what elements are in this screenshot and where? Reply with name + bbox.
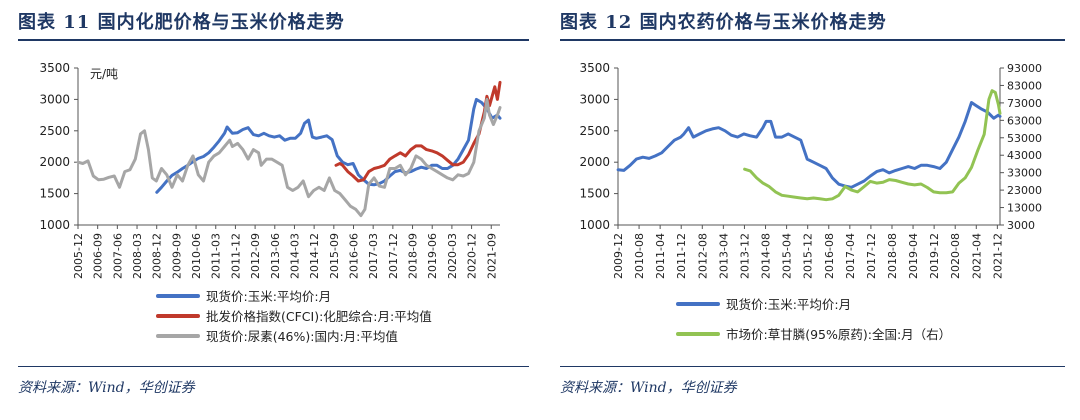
y-tick-label: 3500 [579, 61, 610, 75]
x-tick-label: 2013-06 [269, 233, 282, 279]
x-tick-label: 2013-12 [738, 233, 751, 279]
x-tick-label: 2012-09 [249, 233, 262, 279]
y-tick-label: 3000 [579, 92, 610, 106]
legend-chart-11: 现货价:玉米:平均价:月 批发价格指数(CFCI):化肥综合:月:平均值 现货价… [156, 286, 536, 350]
figure-12-source-rule [560, 366, 1065, 367]
legend-label-corn-2: 现货价:玉米:平均价:月 [726, 297, 852, 312]
x-tick-label: 2019-04 [907, 233, 920, 279]
x-tick-label: 2018-09 [407, 233, 420, 279]
x-tick-label: 2020-12 [466, 233, 479, 279]
legend-chart-12: 现货价:玉米:平均价:月 市场价:草甘膦(95%原药):全国:月（右） [676, 294, 1066, 344]
legend-label-glyphosate: 市场价:草甘膦(95%原药):全国:月（右） [726, 327, 952, 342]
y-tick-label: 1000 [39, 218, 70, 232]
x-tick-label: 2014-12 [308, 233, 321, 279]
x-tick-label: 2010-08 [633, 233, 646, 279]
x-tick-label: 2008-03 [131, 233, 144, 279]
x-tick-label: 2009-12 [612, 233, 625, 279]
x-tick-label: 2019-06 [426, 233, 439, 279]
x-tick-label: 2017-12 [865, 233, 878, 279]
y-tick-label: 3000 [39, 92, 70, 106]
legend-item-corn: 现货价:玉米:平均价:月 [156, 286, 331, 305]
series-line-0 [155, 97, 502, 194]
x-tick-label: 2011-12 [229, 233, 242, 279]
y-tick-label: 1500 [579, 187, 610, 201]
x-tick-label: 2010-06 [190, 233, 203, 279]
x-tick-label: 2016-08 [823, 233, 836, 279]
series-line-1 [743, 89, 1002, 202]
legend-label-fertilizer-index: 批发价格指数(CFCI):化肥综合:月:平均值 [206, 309, 432, 324]
y-unit-label: 元/吨 [90, 67, 118, 81]
x-tick-label: 2005-12 [72, 233, 85, 279]
y-right-tick-label: 53000 [1007, 132, 1042, 145]
y-right-tick-label: 83000 [1007, 79, 1042, 92]
y-tick-label: 1500 [39, 187, 70, 201]
chart-fertilizer-vs-corn: 1000 1500 2000 2500 3000 3500 2005-12 2006-09 20… [39, 61, 502, 279]
y-tick-label: 2000 [579, 155, 610, 169]
x-tick-label: 2021-12 [991, 233, 1004, 279]
x-tick-label: 2011-03 [210, 233, 223, 279]
series-line-2 [76, 97, 502, 218]
y-right-tick-label: 13000 [1007, 202, 1042, 215]
x-tick-label: 2020-03 [446, 233, 459, 279]
x-tick-label: 2014-08 [760, 233, 773, 279]
x-tick-label: 2015-12 [802, 233, 815, 279]
x-tick-label: 2014-03 [288, 233, 301, 279]
x-tick-label: 2017-03 [367, 233, 380, 279]
x-tick-label: 2013-04 [717, 233, 730, 279]
x-tick-label: 2015-09 [328, 233, 341, 279]
series-line-1 [334, 80, 502, 183]
legend-swatch-corn [156, 293, 200, 298]
figure-11-source: 资料来源：Wind，华创证券 [18, 380, 195, 396]
legend-label-urea: 现货价:尿素(46%):国内:月:平均值 [206, 329, 398, 344]
legend-item-corn-2: 现货价:玉米:平均价:月 [676, 294, 851, 313]
y-right-tick-label: 93000 [1007, 62, 1042, 75]
y-right-tick-label: 73000 [1007, 97, 1042, 110]
y-right-tick-label: 23000 [1007, 184, 1042, 197]
figure-11-title-rule [18, 39, 529, 41]
y-tick-label: 2500 [579, 124, 610, 138]
x-tick-label: 2012-08 [696, 233, 709, 279]
series-line-0 [616, 101, 1002, 189]
y-tick-label: 1000 [579, 218, 610, 232]
x-tick-label: 2011-12 [675, 233, 688, 279]
figure-12-source: 资料来源：Wind，华创证券 [560, 380, 737, 396]
x-tick-label: 2016-06 [347, 233, 360, 279]
x-tick-label: 2015-04 [781, 233, 794, 279]
legend-label-corn: 现货价:玉米:平均价:月 [206, 289, 332, 304]
x-tick-label: 2021-09 [485, 233, 498, 279]
y-right-tick-label: 3000 [1007, 219, 1035, 232]
legend-swatch-glyphosate [676, 331, 720, 336]
x-tick-label: 2018-08 [886, 233, 899, 279]
legend-swatch-corn-2 [676, 301, 720, 306]
x-tick-label: 2009-09 [170, 233, 183, 279]
x-tick-label: 2017-12 [387, 233, 400, 279]
figure-11-source-rule [18, 366, 529, 367]
chart-pesticide-vs-corn: 1000 1500 2000 2500 3000 3500 3000 13000 23000 33… [579, 61, 1042, 279]
y-right-tick-label: 63000 [1007, 114, 1042, 127]
legend-item-urea: 现货价:尿素(46%):国内:月:平均值 [156, 326, 398, 345]
x-tick-label: 2006-09 [92, 233, 105, 279]
x-tick-label: 2017-04 [844, 233, 857, 279]
figure-12-title: 图表 12 国内农药价格与玉米价格走势 [560, 12, 887, 33]
x-tick-label: 2011-04 [654, 233, 667, 279]
y-right-tick-label: 43000 [1007, 149, 1042, 162]
x-tick-label: 2019-12 [928, 233, 941, 279]
legend-item-glyphosate: 市场价:草甘膦(95%原药):全国:月（右） [676, 324, 951, 343]
legend-swatch-urea [156, 333, 200, 338]
figure-12-title-rule [560, 39, 1065, 41]
y-tick-label: 2000 [39, 155, 70, 169]
y-right-tick-label: 33000 [1007, 167, 1042, 180]
y-tick-label: 2500 [39, 124, 70, 138]
x-tick-label: 2007-06 [111, 233, 124, 279]
x-tick-label: 2021-04 [970, 233, 983, 279]
legend-item-fertilizer-index: 批发价格指数(CFCI):化肥综合:月:平均值 [156, 306, 432, 325]
x-tick-label: 2020-08 [949, 233, 962, 279]
legend-swatch-fertilizer-index [156, 313, 200, 318]
y-tick-label: 3500 [39, 61, 70, 75]
x-tick-label: 2008-12 [151, 233, 164, 279]
figure-11-title: 图表 11 国内化肥价格与玉米价格走势 [18, 12, 345, 33]
